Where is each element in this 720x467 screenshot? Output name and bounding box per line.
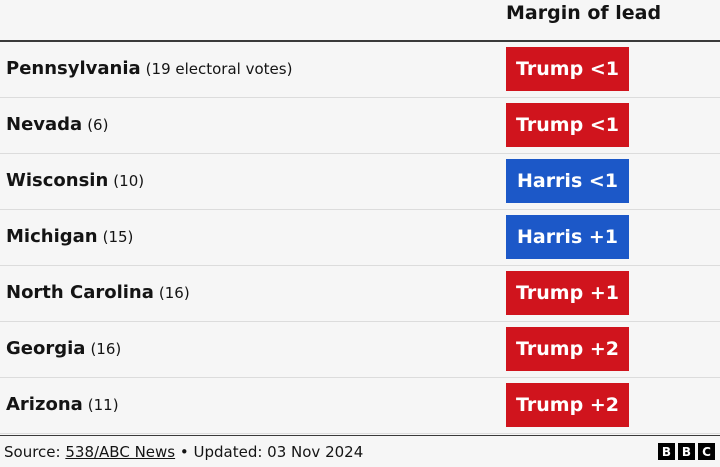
- state-name: Nevada: [6, 114, 83, 135]
- state-cell: Georgia (16): [6, 338, 121, 359]
- electoral-votes: (11): [87, 396, 119, 414]
- state-cell: Pennsylvania (19 electoral votes): [6, 58, 292, 79]
- state-name: Arizona: [6, 394, 83, 415]
- electoral-votes: (19 electoral votes): [145, 60, 293, 78]
- table-row: Michigan (15) Harris +1: [0, 210, 720, 266]
- logo-letter: C: [698, 443, 715, 460]
- electoral-votes: (6): [87, 116, 109, 134]
- state-cell: Arizona (11): [6, 394, 119, 415]
- state-name: Georgia: [6, 338, 86, 359]
- electoral-votes: (10): [113, 172, 145, 190]
- state-name: Michigan: [6, 226, 98, 247]
- table-row: Arizona (11) Trump +2: [0, 378, 720, 434]
- state-cell: Nevada (6): [6, 114, 108, 135]
- lead-badge: Harris +1: [506, 215, 629, 259]
- state-name: Wisconsin: [6, 170, 109, 191]
- electoral-votes: (15): [102, 228, 134, 246]
- source-label: Source:: [4, 443, 61, 461]
- table-row: Nevada (6) Trump <1: [0, 98, 720, 154]
- lead-badge: Trump +2: [506, 383, 629, 427]
- updated: • Updated: 03 Nov 2024: [179, 443, 364, 461]
- lead-badge: Harris <1: [506, 159, 629, 203]
- table-row: Georgia (16) Trump +2: [0, 322, 720, 378]
- electoral-votes: (16): [158, 284, 190, 302]
- table-row: Wisconsin (10) Harris <1: [0, 154, 720, 210]
- footer-rule: [0, 435, 720, 436]
- state-name: North Carolina: [6, 282, 154, 303]
- state-name: Pennsylvania: [6, 58, 141, 79]
- header-rule: [0, 40, 720, 42]
- state-cell: Michigan (15): [6, 226, 133, 247]
- lead-badge: Trump <1: [506, 47, 629, 91]
- source-link[interactable]: 538/ABC News: [65, 443, 176, 461]
- column-title: Margin of lead: [506, 2, 662, 24]
- logo-letter: B: [678, 443, 695, 460]
- logo-letter: B: [658, 443, 675, 460]
- lead-badge: Trump +1: [506, 271, 629, 315]
- state-cell: North Carolina (16): [6, 282, 190, 303]
- footer: Source: 538/ABC News • Updated: 03 Nov 2…: [4, 443, 363, 461]
- state-cell: Wisconsin (10): [6, 170, 144, 191]
- table-row: North Carolina (16) Trump +1: [0, 266, 720, 322]
- lead-badge: Trump +2: [506, 327, 629, 371]
- table-row: Pennsylvania (19 electoral votes) Trump <1: [0, 42, 720, 98]
- electoral-votes: (16): [90, 340, 122, 358]
- lead-badge: Trump <1: [506, 103, 629, 147]
